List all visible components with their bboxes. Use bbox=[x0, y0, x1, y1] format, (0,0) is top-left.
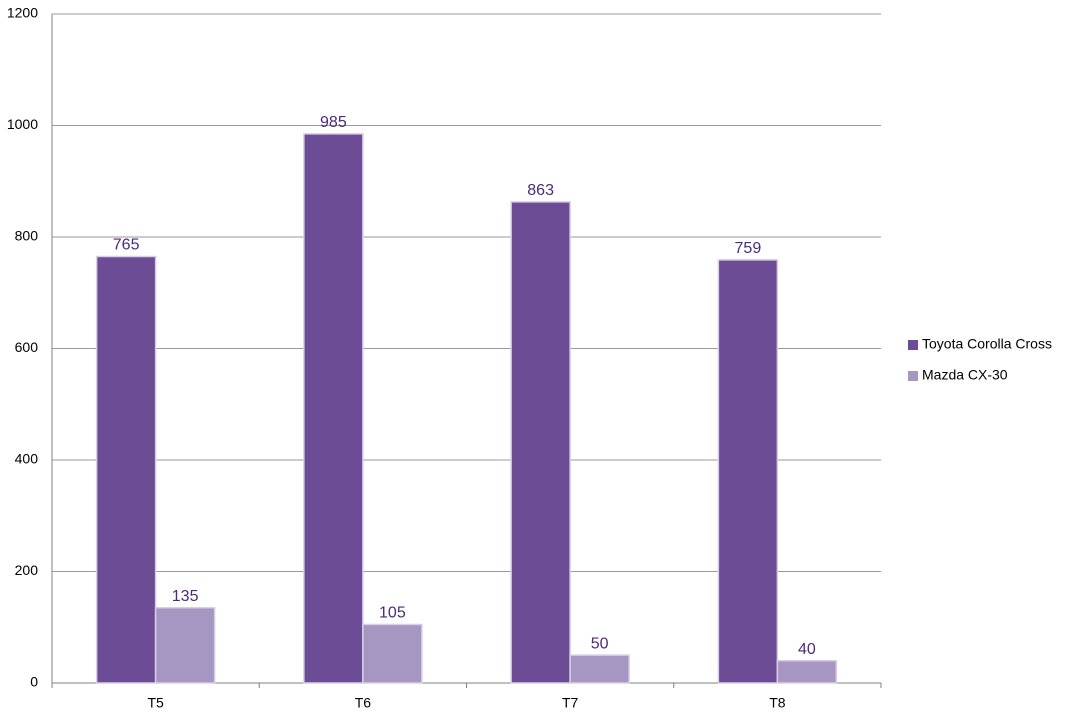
value-label: 40 bbox=[798, 641, 816, 658]
value-label: 105 bbox=[379, 605, 406, 622]
bar bbox=[362, 623, 423, 684]
y-tick-label: 0 bbox=[30, 674, 38, 690]
legend-swatch bbox=[908, 340, 918, 350]
y-tick-label: 200 bbox=[15, 562, 39, 578]
bar bbox=[95, 255, 157, 684]
y-tick-label: 1200 bbox=[7, 5, 38, 21]
x-tick-label: T7 bbox=[562, 695, 579, 711]
value-label: 863 bbox=[527, 182, 554, 199]
y-tick-label: 800 bbox=[15, 228, 39, 244]
x-tick-label: T5 bbox=[147, 695, 164, 711]
bar bbox=[154, 606, 216, 684]
x-tick-label: T6 bbox=[355, 695, 372, 711]
legend-label: Toyota Corolla Cross bbox=[922, 336, 1052, 352]
y-tick-label: 400 bbox=[15, 451, 39, 467]
y-tick-label: 600 bbox=[15, 339, 39, 355]
value-label: 985 bbox=[320, 114, 347, 131]
bar bbox=[303, 133, 364, 684]
legend-swatch bbox=[908, 371, 918, 381]
x-tick-label: T8 bbox=[769, 695, 786, 711]
value-label: 765 bbox=[113, 237, 140, 254]
legend-label: Mazda CX-30 bbox=[922, 367, 1008, 383]
value-label: 50 bbox=[591, 635, 609, 652]
bar bbox=[569, 654, 630, 684]
bar bbox=[776, 659, 838, 684]
value-label: 759 bbox=[735, 240, 762, 257]
bar bbox=[510, 201, 571, 684]
y-tick-label: 1000 bbox=[7, 116, 38, 132]
bar bbox=[717, 259, 779, 684]
value-label: 135 bbox=[172, 588, 199, 605]
